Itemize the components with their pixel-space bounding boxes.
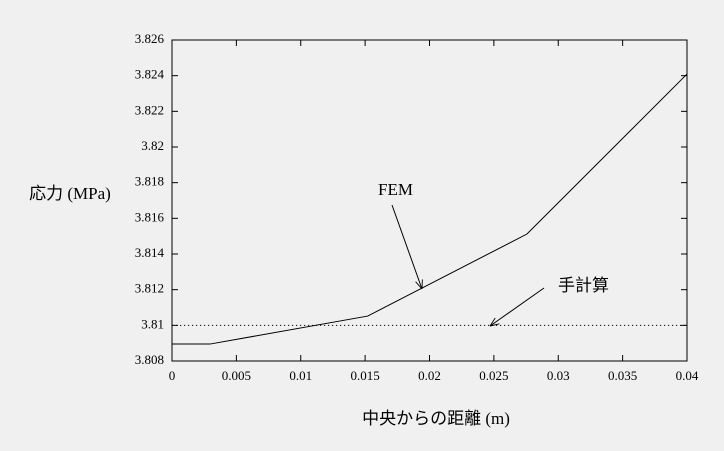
x-tick-label: 0.035 <box>608 368 637 383</box>
series-annotation: FEM <box>378 180 413 199</box>
series-line <box>172 73 688 345</box>
y-tick-label: 3.808 <box>135 352 164 367</box>
x-tick-label: 0.04 <box>676 368 699 383</box>
x-tick-label: 0.025 <box>479 368 508 383</box>
x-tick-label: 0.03 <box>547 368 570 383</box>
y-tick-label: 3.816 <box>135 209 165 224</box>
y-tick-label: 3.814 <box>135 245 165 260</box>
y-axis-label: 応力 (MPa) <box>29 184 111 203</box>
x-axis-label: 中央からの距離 (m) <box>362 409 510 428</box>
x-tick-label: 0.01 <box>289 368 312 383</box>
series-annotation: 手計算 <box>558 276 609 295</box>
annotation-arrow <box>490 287 545 326</box>
x-tick-label: 0.015 <box>351 368 380 383</box>
plot-frame <box>171 39 688 362</box>
y-tick-label: 3.826 <box>135 31 165 46</box>
y-tick-label: 3.822 <box>135 102 164 117</box>
x-tick-label: 0.005 <box>222 368 251 383</box>
annotation-arrow <box>391 204 422 289</box>
y-tick-label: 3.812 <box>135 281 164 296</box>
y-tick-label: 3.824 <box>135 67 165 82</box>
x-tick-label: 0.02 <box>418 368 441 383</box>
y-tick-label: 3.81 <box>141 316 164 331</box>
x-tick-label: 0 <box>169 368 176 383</box>
y-tick-label: 3.818 <box>135 174 164 189</box>
y-tick-label: 3.82 <box>141 138 164 153</box>
